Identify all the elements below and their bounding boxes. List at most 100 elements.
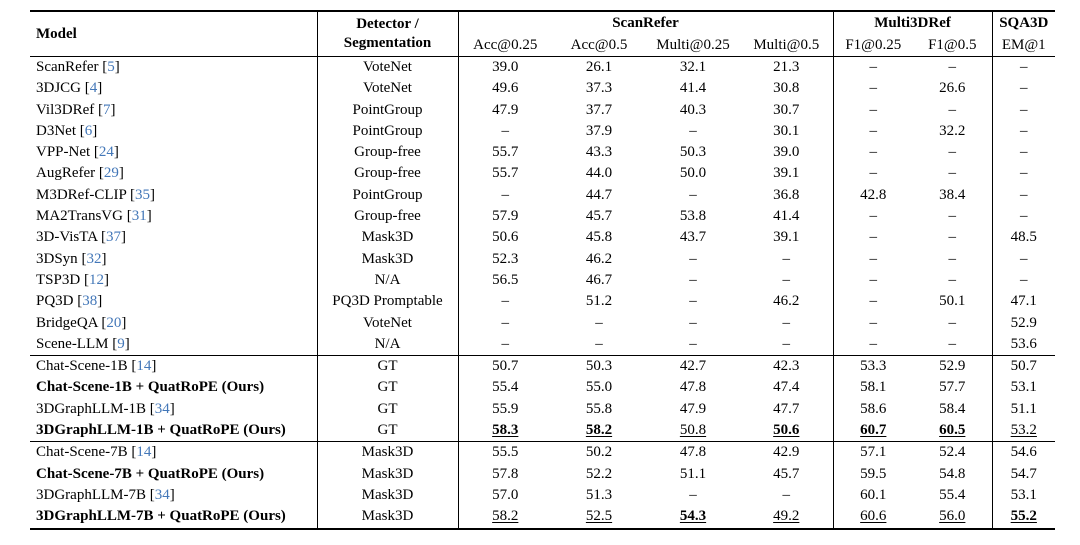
metric-value: 32.2 (913, 120, 993, 143)
table-row: Vil3DRef [7] PointGroup 47.9 37.7 40.3 30.7 – –… (30, 99, 1055, 121)
model-name: Chat-Scene-7B + QuatRoPE (Ours) (36, 465, 265, 482)
metric-value: 55.8 (585, 400, 613, 417)
metric-value: 54.7 (1010, 465, 1037, 482)
model-name: TSP3D (36, 271, 81, 288)
table-row: Chat-Scene-1B + QuatRoPE (Ours) GT 55.4 55.… (30, 377, 1055, 399)
detector-value: PointGroup (317, 184, 459, 207)
metric-value: 55.4 (492, 379, 519, 396)
metric-value: 46.7 (585, 271, 613, 288)
citation-link[interactable]: 6 (84, 122, 93, 139)
table-row: Chat-Scene-7B [14] Mask3D 55.5 50.2 47.8 42.9… (30, 441, 1056, 464)
metric-value: 53.1 (1010, 486, 1037, 503)
metric-value: 37.9 (585, 122, 613, 139)
model-name-cell: AugRefer [29] (30, 163, 318, 185)
metric-value: 57.1 (833, 441, 914, 464)
metric-value: 50.6 (492, 229, 519, 246)
metric-value: 54.8 (913, 463, 993, 485)
table-row: BridgeQA [20] VoteNet – – – – – –52.9 (30, 312, 1055, 334)
citation-link[interactable]: 20 (106, 314, 122, 331)
model-name: ScanRefer (36, 59, 99, 75)
metric-value: – (913, 163, 993, 185)
metric-value: 26.6 (913, 78, 993, 100)
metric-value: 55.5 (458, 441, 552, 464)
subheader-acc-0-5: Acc@0.5 (570, 37, 628, 53)
table-row: 3DGraphLLM-1B + QuatRoPE (Ours) GT 58.3 58.… (30, 420, 1055, 442)
citation-link[interactable]: 37 (105, 229, 121, 246)
metric-value: 47.9 (492, 101, 519, 118)
citation-link[interactable]: 38 (82, 293, 98, 310)
detector-header-line1: Detector / (356, 16, 419, 32)
metric-value: – (501, 122, 510, 139)
citation-link[interactable]: 12 (88, 271, 104, 288)
metric-value: – (869, 293, 878, 310)
metric-value: 60.5 (913, 420, 993, 442)
metric-value: 52.9 (913, 355, 993, 378)
model-name: M3DRef-CLIP (36, 186, 127, 203)
detector-value: Mask3D (317, 506, 459, 529)
citation-link[interactable]: 9 (117, 335, 125, 352)
metric-value: – (913, 206, 993, 228)
table-header: Model Detector / Segmentation ScanRefer … (30, 11, 1056, 57)
table-row: M3DRef-CLIP [35] PointGroup – 44.7 – 36.8 42.8… (30, 184, 1055, 207)
metric-value: – (869, 229, 878, 246)
model-name: Chat-Scene-1B + QuatRoPE (Ours) (36, 379, 265, 396)
table-row: VPP-Net [24] Group-free 55.7 43.3 50.3 39.0 – –… (30, 142, 1055, 164)
citation-link[interactable]: 34 (154, 486, 170, 503)
citation-link[interactable]: 35 (135, 186, 151, 203)
metric-value: 48.5 (1010, 229, 1037, 246)
metric-value: – (869, 144, 878, 161)
table-row: PQ3D [38] PQ3D Promptable – 51.2 – 46.2 – 50.1 4… (30, 291, 1055, 313)
metric-value: 59.5 (860, 465, 887, 482)
metric-value: – (869, 59, 878, 75)
metric-value: – (1020, 165, 1028, 182)
metric-value: 50.2 (552, 441, 646, 464)
metric-value: – (689, 293, 697, 310)
model-name-cell: BridgeQA [20] (30, 312, 318, 334)
metric-value: 56.0 (913, 506, 993, 529)
metric-value: 53.8 (679, 208, 707, 225)
detector-value: VoteNet (317, 78, 459, 100)
subheader-acc-0-25: Acc@0.25 (473, 37, 538, 53)
model-name: 3DGraphLLM-7B (36, 486, 146, 503)
model-name-cell: ScanRefer [5] (30, 56, 318, 79)
metric-value: 49.2 (740, 506, 834, 529)
metric-value: – (913, 99, 993, 121)
model-name-cell: Scene-LLM [9] (30, 333, 318, 356)
citation-link[interactable]: 14 (136, 444, 152, 461)
group-header-sqa3d: SQA3D (999, 15, 1049, 31)
column-header-detector-segmentation: Detector / Segmentation (317, 11, 459, 57)
metric-value: 39.1 (740, 227, 834, 249)
metric-value: – (501, 335, 510, 352)
table-row: Chat-Scene-7B + QuatRoPE (Ours) Mask3D 57.… (30, 463, 1055, 485)
table-row: AugRefer [29] Group-free 55.7 44.0 50.0 39.1 –… (30, 163, 1055, 185)
citation-link[interactable]: 32 (86, 250, 102, 267)
detector-value: GT (317, 420, 459, 442)
citation-link[interactable]: 14 (136, 358, 152, 375)
metric-value: 50.1 (913, 291, 993, 313)
model-name-cell: 3DGraphLLM-1B [34] (30, 398, 318, 421)
metric-value: 30.1 (740, 120, 834, 143)
citation-link[interactable]: 5 (107, 59, 115, 75)
model-name: VPP-Net (36, 144, 91, 161)
detector-value: N/A (317, 333, 459, 356)
citation-link[interactable]: 31 (131, 208, 147, 225)
metric-value: – (595, 335, 603, 352)
citation-link[interactable]: 29 (103, 165, 119, 182)
metric-value: 41.4 (679, 80, 707, 97)
metric-value: 60.1 (860, 486, 887, 503)
metric-value: 36.8 (740, 184, 834, 207)
metric-value: 44.0 (585, 165, 613, 182)
citation-link[interactable]: 7 (103, 101, 111, 118)
metric-value: – (913, 142, 993, 164)
metric-value: – (501, 186, 510, 203)
metric-value: 42.9 (740, 441, 834, 464)
detector-value: Group-free (317, 142, 459, 164)
detector-value: Group-free (317, 206, 459, 228)
citation-link[interactable]: 24 (98, 144, 114, 161)
table-row: 3DGraphLLM-7B + QuatRoPE (Ours) Mask3D 58.… (30, 506, 1055, 529)
metric-value: 58.6 (860, 400, 887, 417)
citation-link[interactable]: 34 (154, 400, 170, 417)
citation-link[interactable]: 4 (89, 80, 98, 97)
model-name-cell: Chat-Scene-1B + QuatRoPE (Ours) (30, 377, 318, 399)
metric-value: 52.3 (492, 250, 519, 267)
